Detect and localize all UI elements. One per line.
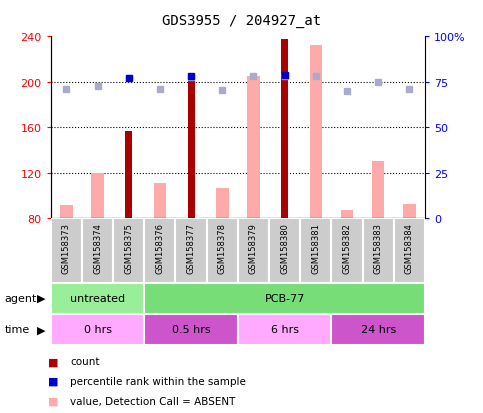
Text: GSM158373: GSM158373: [62, 222, 71, 273]
Text: GDS3955 / 204927_at: GDS3955 / 204927_at: [162, 14, 321, 28]
Bar: [144, 219, 175, 283]
Bar: [154, 184, 166, 219]
Text: GSM158384: GSM158384: [405, 222, 414, 273]
Text: ■: ■: [48, 356, 59, 366]
Bar: [51, 283, 144, 314]
Text: GSM158381: GSM158381: [312, 222, 320, 273]
Bar: [363, 219, 394, 283]
Bar: [394, 219, 425, 283]
Text: untreated: untreated: [70, 293, 125, 304]
Bar: [372, 162, 384, 219]
Bar: [188, 77, 195, 219]
Bar: [247, 77, 260, 219]
Text: count: count: [70, 356, 99, 366]
Text: GSM158380: GSM158380: [280, 222, 289, 273]
Text: 0.5 hrs: 0.5 hrs: [172, 324, 211, 335]
Bar: [60, 205, 72, 219]
Bar: [331, 219, 363, 283]
Text: GSM158378: GSM158378: [218, 222, 227, 273]
Bar: [269, 219, 300, 283]
Text: percentile rank within the sample: percentile rank within the sample: [70, 376, 246, 386]
Text: ■: ■: [48, 376, 59, 386]
Text: time: time: [5, 324, 30, 335]
Bar: [300, 219, 331, 283]
Bar: [238, 314, 331, 345]
Text: 0 hrs: 0 hrs: [84, 324, 112, 335]
Text: 24 hrs: 24 hrs: [361, 324, 396, 335]
Bar: [331, 314, 425, 345]
Bar: [125, 131, 132, 219]
Text: GSM158382: GSM158382: [342, 222, 352, 273]
Text: GSM158375: GSM158375: [124, 222, 133, 273]
Bar: [51, 314, 144, 345]
Bar: [216, 188, 228, 219]
Text: value, Detection Call = ABSENT: value, Detection Call = ABSENT: [70, 396, 235, 406]
Bar: [341, 211, 353, 219]
Bar: [310, 46, 322, 219]
Text: 6 hrs: 6 hrs: [270, 324, 298, 335]
Text: ■: ■: [48, 396, 59, 406]
Bar: [175, 219, 207, 283]
Text: GSM158379: GSM158379: [249, 222, 258, 273]
Bar: [113, 219, 144, 283]
Bar: [238, 219, 269, 283]
Text: ▶: ▶: [37, 324, 46, 335]
Bar: [144, 283, 425, 314]
Bar: [82, 219, 113, 283]
Bar: [51, 219, 82, 283]
Text: GSM158377: GSM158377: [186, 222, 196, 273]
Text: GSM158383: GSM158383: [374, 222, 383, 273]
Text: agent: agent: [5, 293, 37, 304]
Bar: [207, 219, 238, 283]
Bar: [144, 314, 238, 345]
Bar: [403, 204, 416, 219]
Bar: [91, 173, 104, 219]
Text: GSM158376: GSM158376: [156, 222, 164, 273]
Bar: [281, 39, 288, 219]
Text: PCB-77: PCB-77: [265, 293, 305, 304]
Text: GSM158374: GSM158374: [93, 222, 102, 273]
Text: ▶: ▶: [37, 293, 46, 304]
